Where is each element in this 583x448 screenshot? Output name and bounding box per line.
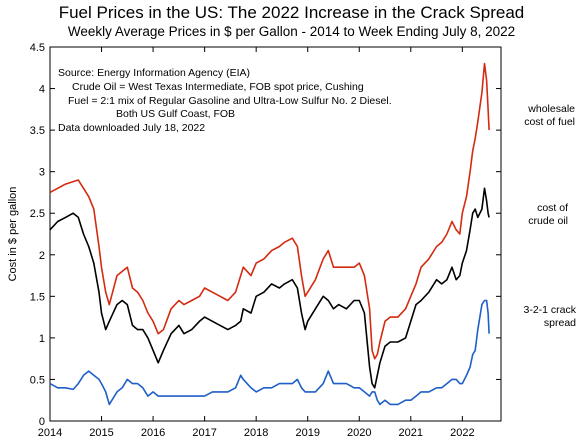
fuel-cost-label: wholesale cost of fuel xyxy=(524,103,575,128)
x-tick-label: 2019 xyxy=(295,427,319,439)
y-tick-label: 4.5 xyxy=(30,42,45,54)
source-note-line: Both US Gulf Coast, FOB xyxy=(116,108,235,120)
series-label-line: cost of xyxy=(537,202,568,214)
x-tick-label: 2020 xyxy=(347,427,371,439)
y-tick-label: 0.5 xyxy=(30,374,45,386)
source-note-line: Data downloaded July 18, 2022 xyxy=(58,122,205,134)
series-label-line: cost of fuel xyxy=(524,116,575,128)
y-tick-label: 3.5 xyxy=(30,125,45,137)
series-label-line: wholesale xyxy=(527,103,575,115)
y-axis-label: Cost in $ per gallon xyxy=(7,187,19,282)
x-tick-label: 2017 xyxy=(192,427,216,439)
y-tick-label: 1 xyxy=(39,333,45,345)
crack-spread-label: 3-2-1 crack spread xyxy=(523,304,576,329)
x-tick-label: 2022 xyxy=(450,427,474,439)
x-tick-label: 2018 xyxy=(244,427,268,439)
crude-oil-label: cost of crude oil xyxy=(528,202,568,227)
fuel-cost-line xyxy=(49,62,490,360)
y-tick-label: 1.5 xyxy=(30,291,45,303)
source-note-line: Crude Oil = West Texas Intermediate, FOB… xyxy=(72,81,364,93)
source-note-line: Fuel = 2:1 mix of Regular Gasoline and U… xyxy=(68,95,392,107)
x-tick-label: 2016 xyxy=(141,427,165,439)
y-tick-label: 3 xyxy=(39,167,45,179)
source-note-line: Source: Energy Information Agency (EIA) xyxy=(58,67,250,79)
y-tick-label: 2 xyxy=(39,250,45,262)
y-tick-label: 2.5 xyxy=(30,208,45,220)
crack-spread-line xyxy=(49,299,490,406)
x-tick-label: 2014 xyxy=(38,427,62,439)
crude-oil-line xyxy=(49,187,490,389)
series-label-line: spread xyxy=(544,317,576,329)
series-label-line: 3-2-1 crack xyxy=(523,304,576,316)
series-label-line: crude oil xyxy=(528,215,568,227)
chart-subtitle: Weekly Average Prices in $ per Gallon - … xyxy=(67,24,516,39)
plot-frame xyxy=(49,46,502,422)
y-tick-label: 4 xyxy=(39,84,45,96)
chart-title: Fuel Prices in the US: The 2022 Increase… xyxy=(58,3,525,22)
x-tick-label: 2021 xyxy=(399,427,423,439)
y-tick-label: 0 xyxy=(39,416,45,428)
x-tick-label: 2015 xyxy=(89,427,113,439)
